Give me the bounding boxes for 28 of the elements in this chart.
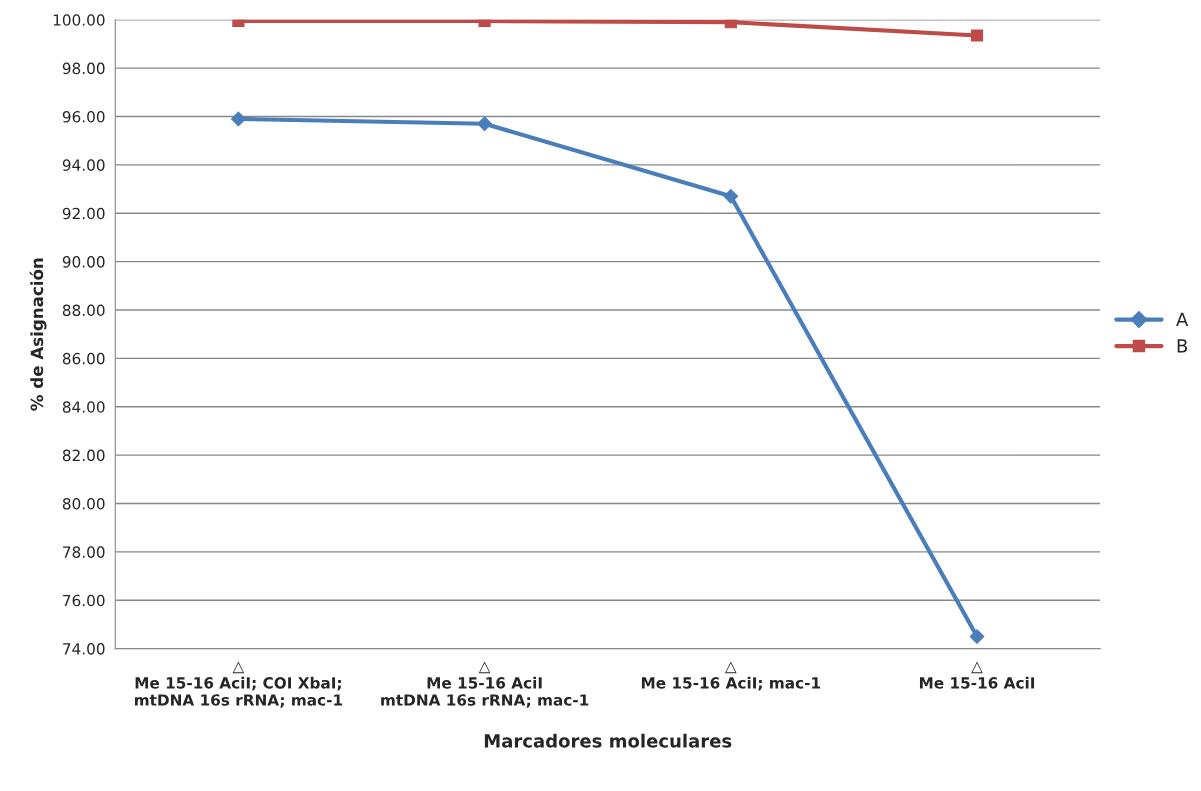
point xyxy=(970,29,984,42)
y-tick-label: 76.00 xyxy=(63,594,105,607)
x-tick-label: △ Me 15-16 AciI xyxy=(919,661,1035,689)
point xyxy=(724,19,737,29)
y-axis-title: % de Asignación xyxy=(29,258,47,411)
legend-label: B xyxy=(1177,339,1188,353)
y-tick-label: 84.00 xyxy=(62,401,105,413)
y-tick-label: 82.00 xyxy=(62,449,105,462)
y-tick-label: 90.00 xyxy=(62,256,105,268)
y-tick-label: 78.00 xyxy=(63,546,105,558)
legend-label: A xyxy=(1176,312,1189,326)
point xyxy=(231,111,246,127)
point xyxy=(477,116,492,132)
y-tick-label: 92.00 xyxy=(62,207,105,220)
x-tick-label: △ Me 15-16 AciI mtDNA 16s rRNA; mac-1 xyxy=(381,661,589,708)
point xyxy=(969,629,985,644)
x-axis-title: Marcadores moleculares xyxy=(484,733,732,748)
x-tick-label: △ Me 15-16 AciI; COI XbaI; mtDNA 16s rRNA; mac-1 xyxy=(134,661,343,708)
y-tick-label: 80.00 xyxy=(62,497,105,510)
y-tick-label: 94.00 xyxy=(62,159,105,171)
y-tick-label: 100.00 xyxy=(53,14,105,26)
point xyxy=(723,188,739,204)
y-tick-label: 74.00 xyxy=(63,643,105,655)
y-tick-label: 86.00 xyxy=(62,352,105,365)
y-tick-label: 88.00 xyxy=(62,304,105,317)
y-tick-label: 96.00 xyxy=(62,110,105,123)
y-tick-label: 98.00 xyxy=(62,62,105,75)
x-tick-label: △ Me 15-16 AciI; mac-1 xyxy=(641,661,821,691)
